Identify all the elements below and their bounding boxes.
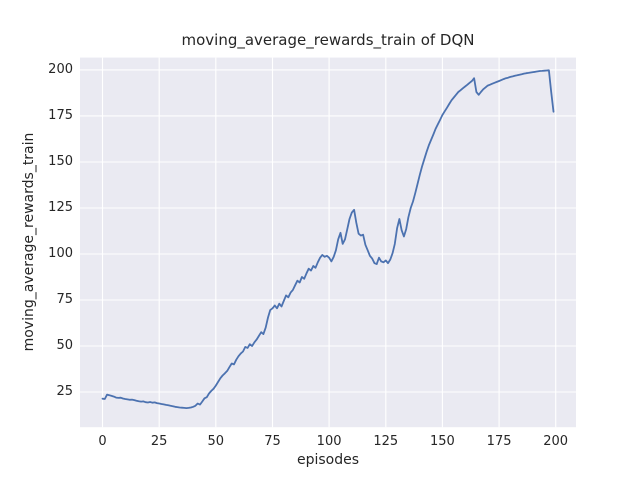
chart-title: moving_average_rewards_train of DQN (181, 31, 475, 49)
y-tick-label: 25 (56, 384, 73, 399)
x-tick-label: 125 (373, 434, 399, 449)
x-tick-label: 175 (486, 434, 512, 449)
y-tick-label: 175 (48, 107, 73, 123)
data-line (101, 69, 555, 410)
x-tick-label: 150 (429, 434, 455, 449)
x-tick-label: 50 (207, 434, 225, 449)
y-tick-label: 75 (56, 292, 73, 307)
x-axis-label: episodes (296, 452, 360, 468)
x-tick-label: 200 (543, 434, 569, 449)
y-tick-label: 100 (48, 246, 73, 261)
x-tick-label: 75 (264, 434, 281, 449)
plot-background (80, 57, 576, 428)
x-tick-label: 0 (98, 434, 107, 449)
y-tick-label: 50 (56, 338, 73, 353)
x-tick-label: 100 (316, 434, 342, 449)
y-tick-label: 150 (48, 154, 73, 169)
y-tick-label: 200 (48, 61, 73, 77)
x-tick-label: 25 (150, 434, 168, 449)
y-tick-label: 125 (48, 200, 73, 215)
